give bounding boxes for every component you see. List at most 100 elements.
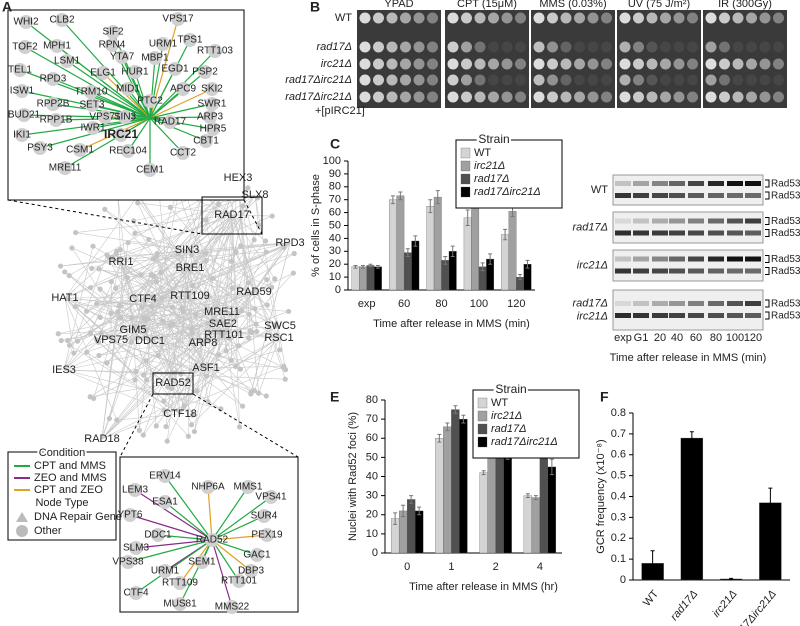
edge: [192, 285, 280, 339]
edge: [145, 242, 291, 361]
legend-box: [455, 139, 563, 209]
blot-label: WT: [591, 184, 608, 196]
node: [193, 312, 199, 318]
x-tick-label: 80: [435, 298, 447, 310]
edge: [128, 242, 188, 251]
node: [150, 256, 157, 262]
edge: [179, 251, 237, 415]
band: [615, 193, 631, 198]
edge: [149, 88, 184, 119]
edge: [189, 245, 241, 297]
edge: [149, 117, 207, 142]
edge: [240, 242, 291, 247]
band: [615, 218, 631, 224]
strain-label: WT: [335, 12, 352, 24]
spot: [427, 58, 438, 70]
bar: [398, 510, 408, 554]
node: [245, 280, 252, 286]
spot: [386, 41, 398, 53]
node: [190, 283, 196, 289]
node: [246, 311, 252, 318]
plate-header: MMS (0.03%): [539, 0, 606, 10]
spot: [687, 41, 698, 53]
bar: [459, 418, 468, 554]
node: [106, 25, 120, 39]
legend-label: rad17Δirc21Δ: [474, 186, 541, 198]
band: [708, 181, 724, 186]
y-tick-label: 90: [329, 168, 341, 180]
band: [727, 256, 743, 262]
node-label: DDC1: [135, 335, 165, 347]
edge: [164, 501, 213, 541]
edge: [223, 224, 259, 336]
node-label: WHI2: [14, 17, 39, 28]
spot: [373, 58, 384, 70]
edge: [211, 539, 233, 608]
node: [170, 304, 176, 310]
edge: [164, 475, 213, 541]
edge: [90, 91, 151, 119]
edge: [202, 323, 209, 344]
band-label: Rad53: [771, 191, 800, 202]
spot: [619, 12, 631, 24]
node: [176, 82, 190, 96]
band: [745, 268, 761, 274]
spot: [413, 74, 425, 86]
node: [143, 358, 149, 364]
legend-swatch: [477, 410, 488, 422]
legend-swatch: [477, 436, 488, 448]
spot: [427, 74, 438, 86]
node: [15, 128, 29, 142]
spot: [705, 74, 717, 86]
error-bar: [525, 259, 530, 269]
legend-label: CPT and MMS: [34, 460, 106, 472]
bar: [463, 217, 472, 291]
node: [176, 146, 190, 160]
node: [57, 263, 64, 269]
band: [727, 268, 743, 274]
legend-label: ZEO and MMS: [34, 472, 107, 484]
node-label: MUS81: [163, 599, 197, 610]
edge: [110, 339, 267, 397]
y-tick-label: 10: [329, 271, 341, 283]
node: [98, 330, 104, 336]
node: [132, 377, 138, 383]
error-bar: [481, 470, 486, 476]
lane-label: 100: [726, 332, 744, 344]
spot: [427, 41, 438, 53]
spot: [461, 74, 472, 86]
edge: [253, 272, 294, 293]
node-label: IRC21: [104, 127, 138, 141]
spot: [660, 91, 671, 103]
node-label: SIF2: [102, 27, 124, 38]
legend-swatch: [477, 397, 488, 409]
lane-label: 20: [654, 332, 666, 344]
node: [155, 352, 162, 359]
spot: [773, 74, 784, 86]
error-bar: [453, 405, 458, 414]
zoom-line: [243, 199, 263, 235]
node: [128, 339, 134, 345]
lane-label: exp: [614, 332, 632, 344]
node: [239, 403, 246, 409]
y-tick-label: 60: [329, 207, 341, 219]
spot: [461, 41, 472, 53]
x-tick-label: 60: [398, 298, 410, 310]
node: [263, 249, 269, 255]
edge: [142, 298, 149, 320]
spot: [447, 12, 459, 24]
band: [688, 230, 704, 236]
band: [708, 313, 724, 318]
node-label: EGD1: [161, 64, 189, 75]
node: [194, 388, 200, 394]
band: [669, 193, 685, 198]
error-bar: [461, 414, 466, 424]
band-label: Rad53-P: [771, 179, 800, 190]
spot: [587, 12, 599, 24]
edge: [153, 258, 225, 336]
node-label: MRE11: [49, 163, 82, 174]
spot: [673, 91, 685, 103]
spot: [501, 74, 513, 86]
node-label: SLM3: [123, 543, 150, 554]
edge: [75, 295, 191, 308]
